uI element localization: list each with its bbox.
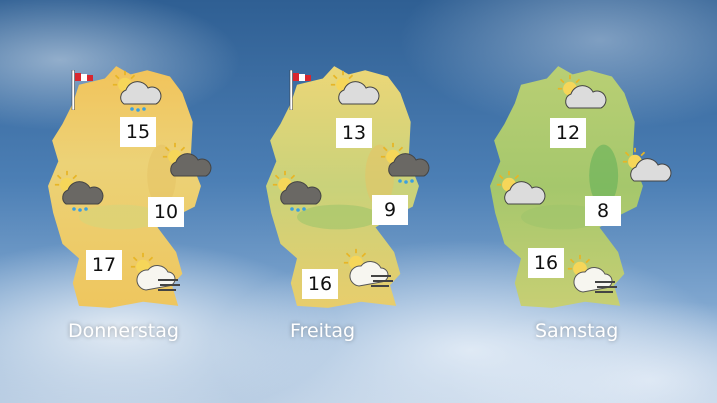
germany-map [48,62,203,310]
germany-map [266,62,421,310]
temperature-south: 17 [86,250,122,280]
temperature-north: 15 [120,117,156,147]
wind-warning-flag-icon [70,69,100,114]
sun-dark-cloud-showers-icon [378,142,434,190]
sun-cloud-icon [555,74,611,122]
sun-cloud-icon [328,70,384,118]
temperature-east: 10 [148,197,184,227]
forecast-map-freitag: 13 9 16 [266,62,446,322]
temperature-north: 12 [550,118,586,148]
sun-dark-cloud-icon [160,142,216,190]
sun-cloud-icon [620,147,676,195]
sun-fog-icon [128,252,184,300]
sun-fog-icon [565,254,621,302]
sun-fog-icon [341,248,397,296]
sun-dark-cloud-showers-icon [52,170,108,218]
temperature-east: 9 [372,195,408,225]
temperature-south: 16 [528,248,564,278]
germany-map [490,62,645,310]
wind-warning-flag-icon [288,69,318,114]
day-label: Donnerstag [68,320,179,342]
temperature-south: 16 [302,269,338,299]
forecast-map-donnerstag: 15 10 17 [48,62,228,322]
sun-cloud-icon [494,170,550,218]
temperature-north: 13 [336,118,372,148]
temperature-east: 8 [585,196,621,226]
sun-dark-cloud-showers-icon [270,170,326,218]
sun-cloud-showers-icon [110,70,166,118]
day-label: Freitag [290,320,356,342]
forecast-map-samstag: 12 8 16 [490,62,672,322]
day-label: Samstag [535,320,619,342]
